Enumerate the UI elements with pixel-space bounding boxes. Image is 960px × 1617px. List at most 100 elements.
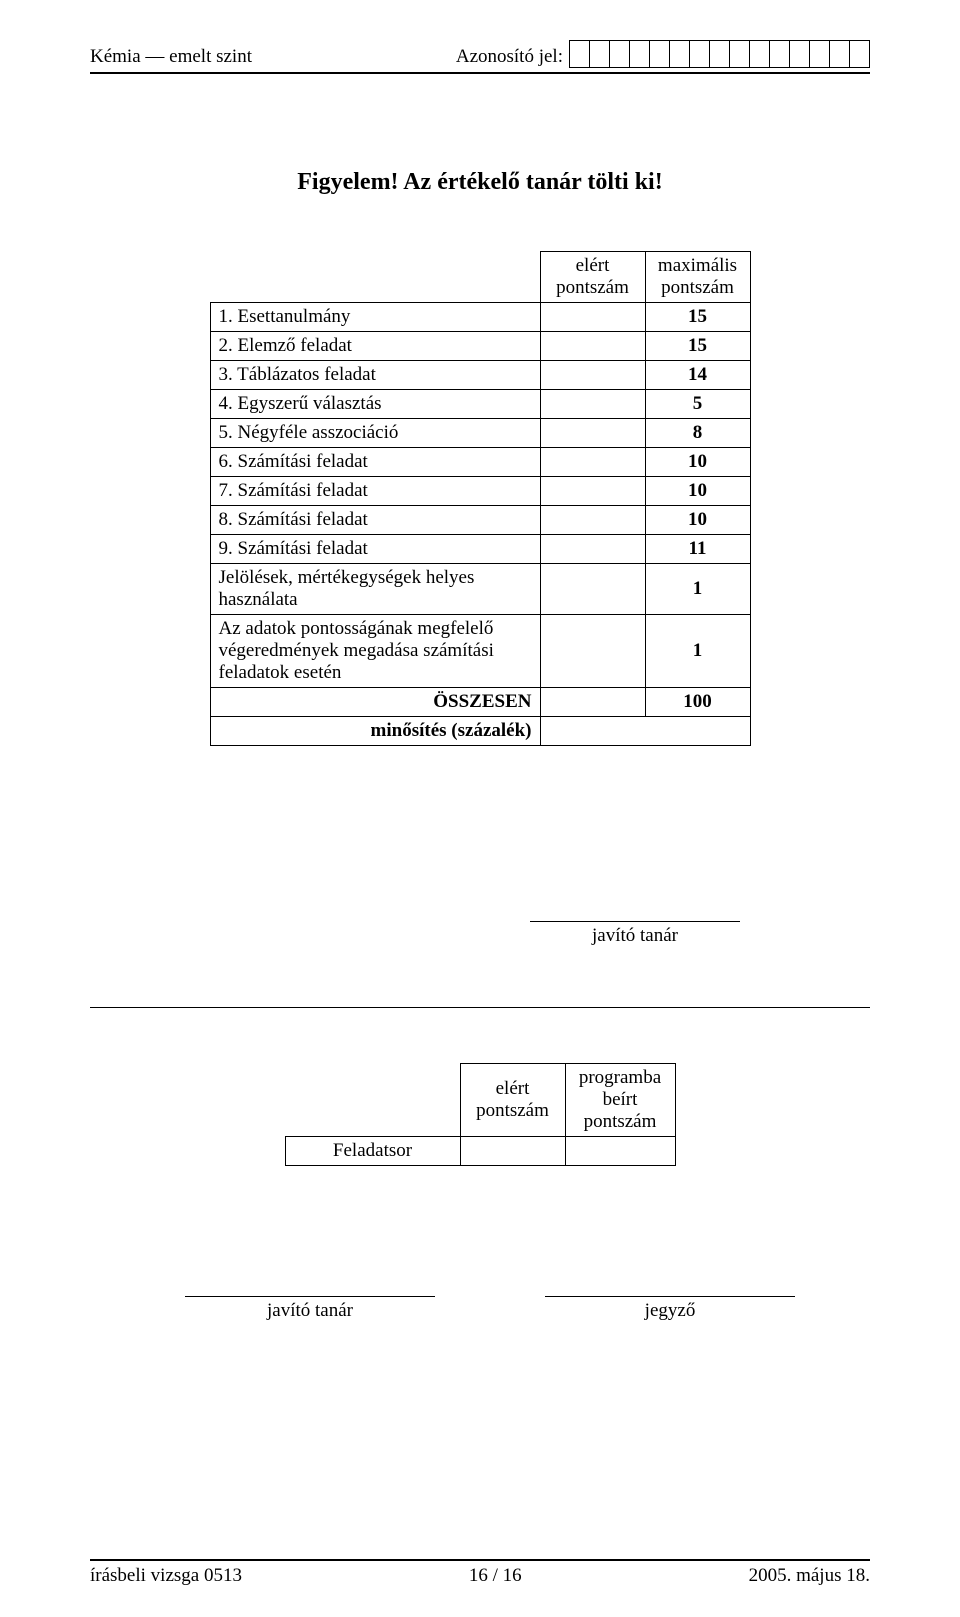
score-row-achieved[interactable] (540, 332, 645, 361)
score-row-max: 15 (645, 332, 750, 361)
id-box[interactable] (569, 40, 590, 68)
score-grade-label: minősítés (százalék) (210, 717, 540, 746)
page-title: Figyelem! Az értékelő tanár tölti ki! (90, 169, 870, 196)
id-box[interactable] (589, 40, 610, 68)
id-box[interactable] (769, 40, 790, 68)
score-header-max: maximális pontszám (645, 252, 750, 303)
footer-left: írásbeli vizsga 0513 (90, 1565, 242, 1587)
footer-rule (90, 1559, 870, 1561)
score-table-row: 2. Elemző feladat 15 (210, 332, 750, 361)
page-header: Kémia — emelt szint Azonosító jel: (90, 40, 870, 68)
program-header-empty (285, 1064, 460, 1137)
program-table-row: Feladatsor (285, 1137, 675, 1166)
signature-grader-2: javító tanár (185, 1296, 435, 1322)
program-row-program[interactable] (565, 1137, 675, 1166)
score-row-label: 5. Négyféle asszociáció (210, 419, 540, 448)
score-row-label: 7. Számítási feladat (210, 477, 540, 506)
id-box[interactable] (829, 40, 850, 68)
score-header-empty (210, 252, 540, 303)
signature-label-clerk: jegyző (545, 1300, 795, 1322)
score-row-label: 3. Táblázatos feladat (210, 361, 540, 390)
signature-label-grader: javító tanár (185, 1300, 435, 1322)
footer-center: 16 / 16 (469, 1565, 522, 1587)
id-box[interactable] (649, 40, 670, 68)
score-row-achieved[interactable] (540, 448, 645, 477)
signature-line (545, 1296, 795, 1297)
score-row-max: 5 (645, 390, 750, 419)
id-field: Azonosító jel: (456, 40, 870, 68)
score-row-max: 10 (645, 477, 750, 506)
score-table-row: 5. Négyféle asszociáció 8 (210, 419, 750, 448)
signature-clerk: jegyző (545, 1296, 795, 1322)
score-table-row: Az adatok pontosságának megfelelő végere… (210, 615, 750, 688)
signature-label-grader: javító tanár (530, 925, 740, 947)
id-box[interactable] (749, 40, 770, 68)
program-table-header-row: elért pontszám programba beírt pontszám (285, 1064, 675, 1137)
score-row-label: 4. Egyszerű választás (210, 390, 540, 419)
score-table-row: 4. Egyszerű választás 5 (210, 390, 750, 419)
id-box[interactable] (729, 40, 750, 68)
score-row-label: Jelölések, mértékegységek helyes használ… (210, 564, 540, 615)
score-row-max: 1 (645, 564, 750, 615)
id-box[interactable] (809, 40, 830, 68)
score-table-row: 7. Számítási feladat 10 (210, 477, 750, 506)
score-row-achieved[interactable] (540, 477, 645, 506)
score-row-max: 15 (645, 303, 750, 332)
section-divider (90, 1007, 870, 1008)
score-grade-value[interactable] (540, 717, 750, 746)
score-row-label: Az adatok pontosságának megfelelő végere… (210, 615, 540, 688)
signature-line (530, 921, 740, 922)
id-label: Azonosító jel: (456, 46, 563, 68)
score-row-label: 1. Esettanulmány (210, 303, 540, 332)
score-table-total-row: ÖSSZESEN 100 (210, 688, 750, 717)
id-box[interactable] (689, 40, 710, 68)
signature-grader-1: javító tanár (530, 921, 740, 947)
score-row-label: 9. Számítási feladat (210, 535, 540, 564)
score-table-row: 3. Táblázatos feladat 14 (210, 361, 750, 390)
footer-right: 2005. május 18. (749, 1565, 870, 1587)
score-row-achieved[interactable] (540, 564, 645, 615)
program-header-program: programba beírt pontszám (565, 1064, 675, 1137)
id-boxes (569, 40, 870, 68)
score-row-achieved[interactable] (540, 303, 645, 332)
footer-row: írásbeli vizsga 0513 16 / 16 2005. május… (90, 1565, 870, 1587)
score-table-row: 8. Számítási feladat10 (210, 506, 750, 535)
signature-line (185, 1296, 435, 1297)
score-row-achieved[interactable] (540, 535, 645, 564)
page: Kémia — emelt szint Azonosító jel: Figye… (0, 0, 960, 1617)
subject-level: Kémia — emelt szint (90, 46, 252, 68)
id-box[interactable] (849, 40, 870, 68)
id-box[interactable] (789, 40, 810, 68)
score-row-max: 8 (645, 419, 750, 448)
score-total-achieved[interactable] (540, 688, 645, 717)
score-row-max: 1 (645, 615, 750, 688)
id-box[interactable] (709, 40, 730, 68)
program-row-label: Feladatsor (285, 1137, 460, 1166)
program-row-achieved[interactable] (460, 1137, 565, 1166)
id-box[interactable] (669, 40, 690, 68)
score-row-label: 2. Elemző feladat (210, 332, 540, 361)
signature-row: javító tanár jegyző (90, 1296, 870, 1322)
score-row-max: 10 (645, 448, 750, 477)
score-row-achieved[interactable] (540, 390, 645, 419)
id-box[interactable] (629, 40, 650, 68)
score-row-achieved[interactable] (540, 419, 645, 448)
score-table-row: 6. Számítási feladat10 (210, 448, 750, 477)
program-table: elért pontszám programba beírt pontszám … (285, 1063, 676, 1166)
score-table-row: 1. Esettanulmány 15 (210, 303, 750, 332)
score-row-achieved[interactable] (540, 361, 645, 390)
score-table-grade-row: minősítés (százalék) (210, 717, 750, 746)
score-total-max: 100 (645, 688, 750, 717)
score-row-max: 14 (645, 361, 750, 390)
score-row-achieved[interactable] (540, 506, 645, 535)
page-footer: írásbeli vizsga 0513 16 / 16 2005. május… (90, 1559, 870, 1587)
score-total-label: ÖSSZESEN (210, 688, 540, 717)
score-table-header-row: elért pontszám maximális pontszám (210, 252, 750, 303)
program-header-achieved: elért pontszám (460, 1064, 565, 1137)
score-table-row: Jelölések, mértékegységek helyes használ… (210, 564, 750, 615)
score-table-row: 9. Számítási feladat 11 (210, 535, 750, 564)
score-row-achieved[interactable] (540, 615, 645, 688)
score-row-max: 11 (645, 535, 750, 564)
id-box[interactable] (609, 40, 630, 68)
score-row-label: 8. Számítási feladat (210, 506, 540, 535)
